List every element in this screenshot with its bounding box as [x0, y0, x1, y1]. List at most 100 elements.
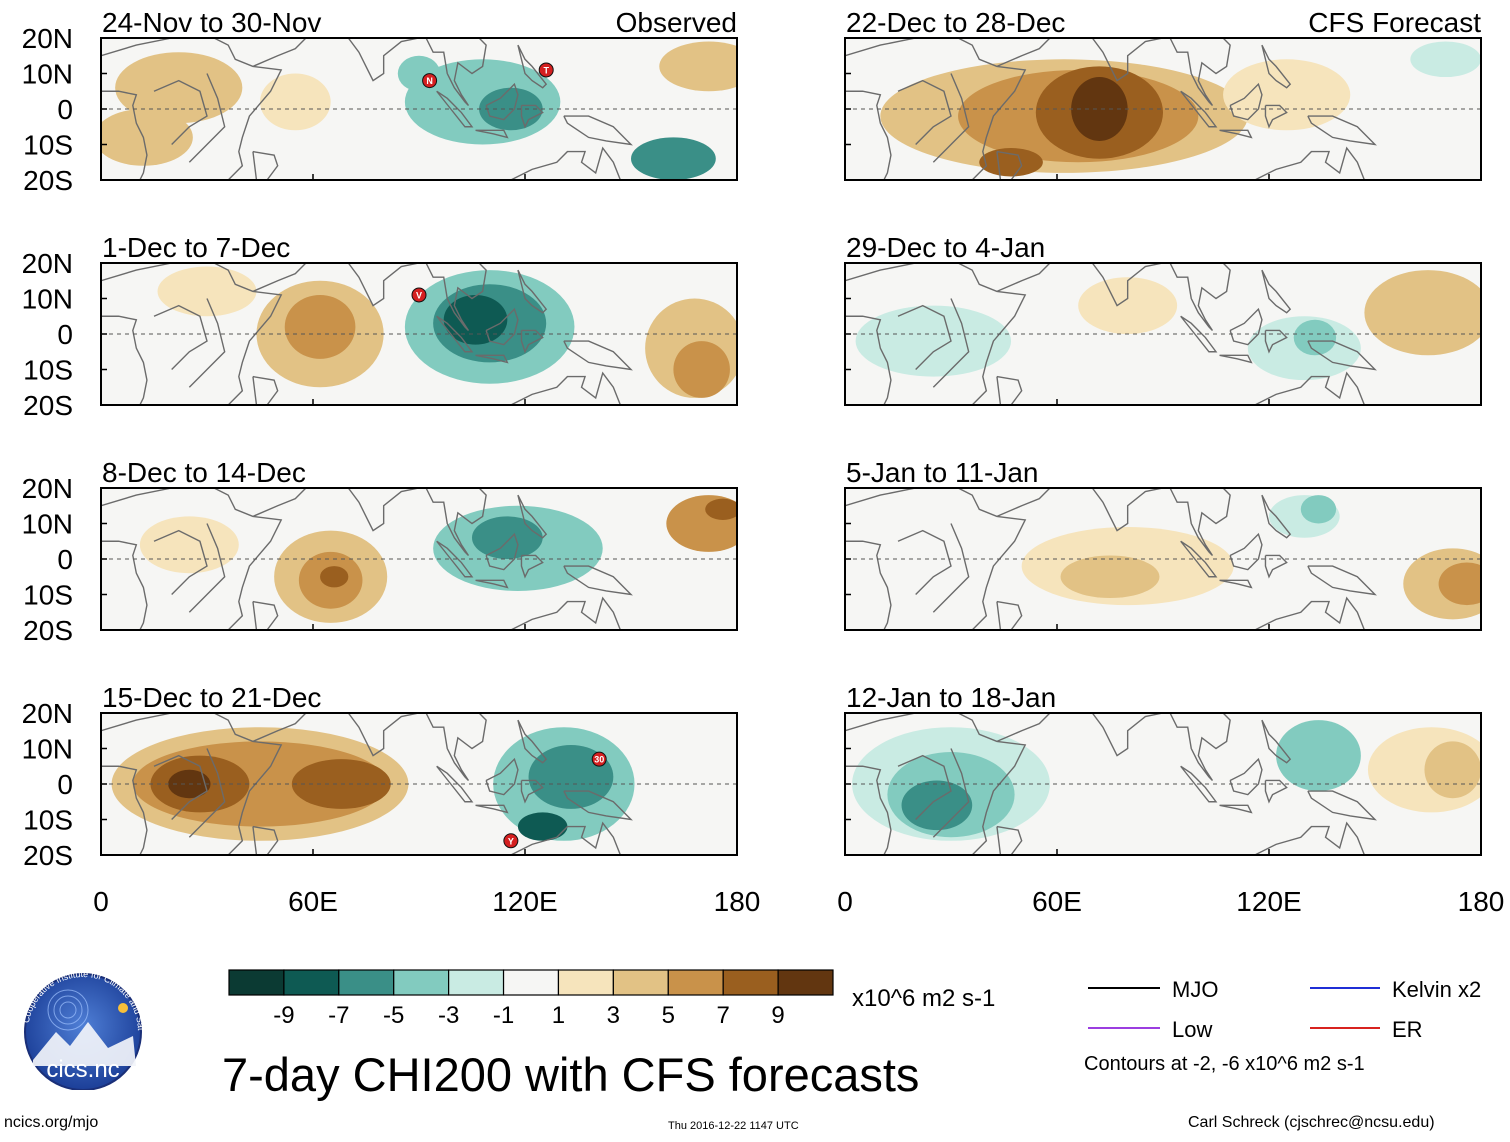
coastline — [845, 540, 892, 630]
coastline — [1264, 104, 1288, 129]
lon-tick-label: 0 — [93, 886, 109, 917]
coastline — [1180, 315, 1218, 353]
coastline — [897, 754, 952, 820]
coastline — [996, 150, 1023, 180]
coastline — [337, 263, 420, 307]
anomaly-blob — [1071, 77, 1128, 141]
anomaly-blob — [101, 109, 193, 166]
coastline — [563, 115, 633, 146]
anomaly-blob — [979, 148, 1043, 177]
cics-nc-logo: Cooperative Institute for Climate and Sa… — [5, 962, 158, 1095]
map-panel: N T 24-Nov to 30-Nov Observed — [100, 7, 738, 181]
map-panel: 12-Jan to 18-Jan — [844, 682, 1482, 856]
lat-tick-label: 20S — [23, 840, 73, 871]
lat-tick-label: 20S — [23, 390, 73, 421]
tropical-cyclone-marker: T — [538, 62, 554, 78]
anomaly-blob — [705, 498, 737, 520]
panel-source-label: Observed — [616, 7, 737, 38]
anomaly-blob — [673, 341, 730, 398]
coastline — [517, 44, 548, 89]
lat-tick-label: 20N — [22, 473, 73, 504]
lon-tick-label: 120E — [492, 886, 557, 917]
website-link[interactable]: ncics.org/mjo — [4, 1114, 99, 1131]
panel-period-label: 29-Dec to 4-Jan — [846, 232, 1045, 263]
coastline — [845, 713, 1027, 855]
coastline — [436, 90, 474, 128]
coastline — [897, 529, 952, 595]
lat-tick-label: 0 — [57, 544, 73, 575]
lon-tick-label: 180 — [714, 886, 761, 917]
lat-tick-label: 20N — [22, 698, 73, 729]
anomaly-blob — [443, 294, 508, 345]
anomaly-blob — [631, 137, 716, 180]
coastline — [1219, 354, 1253, 364]
coastline — [1081, 38, 1164, 82]
storm-label: 30 — [594, 755, 604, 765]
lat-tick-label: 10S — [23, 805, 73, 836]
coastline — [517, 269, 548, 314]
anomaly-blob — [659, 41, 737, 92]
coastline — [1219, 804, 1253, 814]
coastline — [153, 529, 208, 595]
coastline — [1261, 494, 1292, 539]
coastline — [845, 90, 892, 180]
lon-tick-label: 180 — [1458, 886, 1505, 917]
coastline — [425, 713, 487, 781]
coastline — [1261, 269, 1292, 314]
coastline — [1229, 82, 1263, 121]
coastline — [337, 488, 420, 532]
coastline — [845, 488, 1027, 630]
coastline — [932, 748, 970, 838]
coastline — [1253, 596, 1366, 630]
lat-tick-label: 10N — [22, 509, 73, 540]
coastline — [996, 713, 1051, 743]
coastline — [1081, 263, 1164, 307]
coastline — [897, 304, 952, 370]
map-panel: 29-Dec to 4-Jan — [844, 232, 1482, 406]
logo-wordmark: cics.nc — [46, 1056, 119, 1083]
coastline — [252, 713, 307, 743]
coastline — [485, 532, 519, 571]
lat-tick-label: 10N — [22, 734, 73, 765]
lon-tick-label: 60E — [1032, 886, 1082, 917]
coastline — [101, 713, 283, 855]
storm-label: T — [543, 65, 549, 75]
lon-tick-label: 0 — [837, 886, 853, 917]
coastline — [188, 523, 226, 613]
coastline — [1307, 340, 1377, 371]
coastline — [475, 354, 509, 364]
anomaly-blob — [1276, 720, 1361, 792]
timestamp: Thu 2016-12-22 1147 UTC — [668, 1120, 799, 1132]
coastline — [1264, 554, 1288, 579]
coastline — [1253, 821, 1366, 855]
anomaly-blob — [472, 516, 543, 559]
lon-tick-label: 60E — [288, 886, 338, 917]
tropical-cyclone-marker: N — [422, 73, 438, 89]
coastline — [1169, 713, 1231, 781]
coastline — [425, 488, 487, 556]
panel-period-label: 12-Jan to 18-Jan — [846, 682, 1056, 713]
coastline — [845, 38, 1027, 180]
anomaly-blob — [1438, 562, 1481, 606]
anomaly-blob — [115, 52, 243, 124]
lat-tick-label: 20S — [23, 615, 73, 646]
coastline — [153, 754, 208, 820]
coastline — [1307, 790, 1377, 821]
coastline — [153, 304, 208, 370]
coastline — [996, 38, 1051, 68]
coastline — [1180, 90, 1218, 128]
coastline — [475, 129, 509, 139]
anomaly-blob — [1223, 59, 1351, 131]
coastline — [436, 315, 474, 353]
units-label: x10^6 m2 s-1 — [852, 985, 996, 1012]
coastline — [1307, 565, 1377, 596]
coastline — [101, 38, 283, 180]
coastline — [1081, 713, 1164, 757]
coastline — [932, 73, 970, 163]
lat-tick-label: 10S — [23, 355, 73, 386]
panel-period-label: 22-Dec to 28-Dec — [846, 7, 1065, 38]
coastline — [1253, 146, 1366, 180]
panel-period-label: 1-Dec to 7-Dec — [102, 232, 290, 263]
coastline — [188, 73, 226, 163]
anomaly-blob — [260, 73, 331, 131]
